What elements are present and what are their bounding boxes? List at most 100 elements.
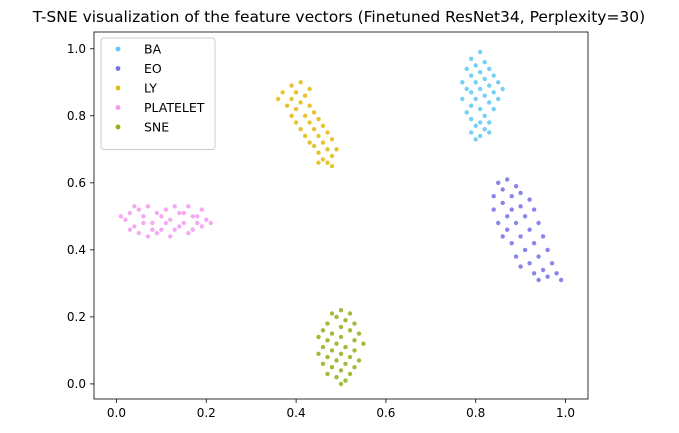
legend-label-sne: SNE <box>144 120 169 135</box>
point-eo-27 <box>513 254 519 259</box>
point-platelet-1 <box>127 210 133 216</box>
point-platelet-37 <box>132 204 137 209</box>
point-ly-17 <box>307 120 312 125</box>
x-tick-label: 1.0 <box>556 406 575 420</box>
point-sne-1 <box>329 311 335 316</box>
point-sne-27 <box>356 358 362 363</box>
point-ba-20 <box>473 96 478 102</box>
point-ba-28 <box>482 113 487 119</box>
point-eo-1 <box>496 180 501 185</box>
point-platelet-36 <box>186 204 191 209</box>
point-ly-19 <box>298 127 303 132</box>
point-ly-2 <box>307 86 312 92</box>
point-sne-37 <box>338 381 344 387</box>
point-ly-30 <box>316 150 321 155</box>
point-eo-17 <box>536 220 541 226</box>
point-platelet-22 <box>154 230 160 236</box>
y-tick-label: 0.8 <box>67 109 86 123</box>
point-sne-22 <box>316 351 321 356</box>
point-ly-8 <box>298 100 303 105</box>
point-ba-11 <box>473 80 478 85</box>
point-platelet-15 <box>186 230 191 236</box>
point-eo-19 <box>527 227 532 232</box>
point-sne-8 <box>320 328 326 333</box>
point-eo-13 <box>505 214 510 219</box>
point-sne-30 <box>329 365 335 370</box>
point-platelet-17 <box>195 220 200 226</box>
point-platelet-11 <box>168 217 173 222</box>
legend-box <box>100 37 216 150</box>
point-eo-24 <box>531 241 537 246</box>
point-ly-4 <box>293 90 299 95</box>
point-sne-19 <box>343 344 348 350</box>
point-platelet-10 <box>163 207 169 212</box>
point-ba-33 <box>482 127 487 132</box>
point-ly-27 <box>311 143 317 149</box>
point-platelet-26 <box>190 227 195 232</box>
point-sne-0 <box>338 308 344 313</box>
y-tick-label: 0.0 <box>67 377 86 391</box>
point-platelet-18 <box>199 207 204 212</box>
point-eo-22 <box>540 234 546 239</box>
point-eo-26 <box>545 247 550 253</box>
point-ba-22 <box>496 96 501 102</box>
point-sne-5 <box>325 321 330 326</box>
point-ba-24 <box>469 103 474 108</box>
point-eo-20 <box>500 234 505 239</box>
y-tick-label: 0.6 <box>67 176 86 190</box>
point-platelet-3 <box>123 217 128 222</box>
point-eo-12 <box>531 207 537 212</box>
point-eo-33 <box>531 271 537 276</box>
point-sne-10 <box>329 331 335 336</box>
point-sne-36 <box>343 378 348 383</box>
point-platelet-12 <box>172 204 177 209</box>
point-ly-10 <box>307 103 312 108</box>
point-sne-33 <box>325 371 330 377</box>
point-eo-28 <box>536 254 541 259</box>
point-ly-22 <box>302 133 308 139</box>
point-ly-20 <box>311 127 317 132</box>
point-eo-36 <box>558 277 564 283</box>
point-ba-13 <box>487 83 492 88</box>
point-platelet-31 <box>159 214 164 219</box>
point-sne-20 <box>329 348 335 353</box>
point-sne-31 <box>352 365 357 370</box>
point-ba-31 <box>487 120 492 125</box>
point-sne-25 <box>347 354 353 360</box>
point-ly-13 <box>289 113 294 119</box>
plot-area: 0.0 0.2 0.4 0.6 0.8 1.0 0.0 0.2 0.4 0.6 0.8 1.0 <box>67 31 589 420</box>
point-sne-18 <box>320 344 326 350</box>
point-eo-16 <box>513 220 519 226</box>
point-platelet-30 <box>141 220 146 226</box>
point-ly-25 <box>307 140 312 145</box>
point-platelet-4 <box>132 224 137 229</box>
point-ba-7 <box>491 73 496 78</box>
point-sne-23 <box>338 351 344 356</box>
point-eo-37 <box>536 277 541 283</box>
point-platelet-32 <box>177 210 182 216</box>
point-ba-4 <box>464 66 469 72</box>
point-ly-23 <box>316 133 321 139</box>
point-platelet-34 <box>150 227 155 232</box>
point-ba-3 <box>473 63 478 68</box>
point-sne-21 <box>352 348 357 353</box>
point-ly-16 <box>293 120 299 125</box>
point-platelet-6 <box>145 204 151 209</box>
point-sne-34 <box>347 371 353 377</box>
legend-marker-ba <box>115 46 121 52</box>
point-platelet-0 <box>118 214 124 219</box>
point-ly-35 <box>329 163 335 169</box>
point-ly-32 <box>320 157 326 162</box>
point-ba-16 <box>500 86 505 92</box>
point-eo-15 <box>496 220 501 226</box>
point-ba-37 <box>473 137 478 142</box>
point-platelet-2 <box>136 207 142 212</box>
point-ly-11 <box>293 106 299 112</box>
chart-title: T-SNE visualization of the feature vecto… <box>32 8 645 26</box>
y-axis: 0.0 0.2 0.4 0.6 0.8 1.0 <box>67 42 94 391</box>
point-platelet-27 <box>199 224 204 229</box>
point-ba-36 <box>487 130 492 135</box>
point-ly-33 <box>325 160 330 165</box>
x-tick-label: 0.4 <box>287 406 306 420</box>
point-ly-5 <box>302 93 308 98</box>
